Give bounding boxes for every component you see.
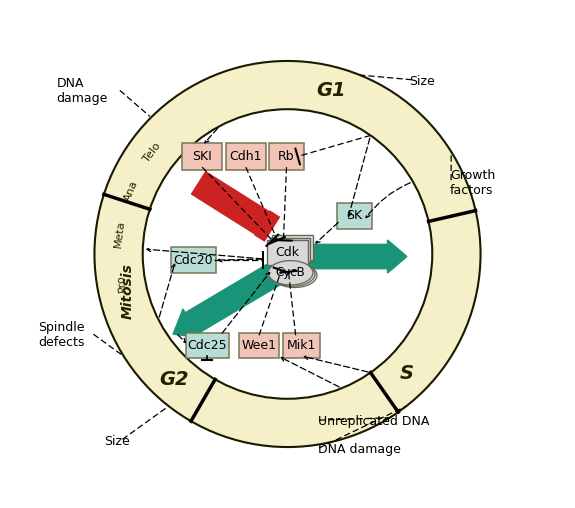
FancyArrow shape: [308, 240, 407, 273]
Text: Meta: Meta: [113, 219, 126, 248]
FancyBboxPatch shape: [239, 333, 279, 358]
Ellipse shape: [268, 261, 313, 285]
Text: Telo: Telo: [142, 141, 163, 164]
Text: Wee1: Wee1: [242, 339, 277, 352]
Circle shape: [94, 61, 481, 447]
Text: G2: G2: [160, 370, 189, 389]
Text: Pro: Pro: [114, 274, 128, 293]
FancyArrow shape: [173, 263, 281, 337]
FancyBboxPatch shape: [186, 333, 229, 358]
Text: Growth
factors: Growth factors: [450, 169, 495, 197]
Text: S: S: [400, 364, 414, 383]
Circle shape: [143, 109, 432, 399]
FancyArrow shape: [191, 172, 274, 237]
Text: Cdk: Cdk: [275, 246, 300, 259]
FancyBboxPatch shape: [337, 203, 373, 229]
FancyBboxPatch shape: [171, 247, 216, 273]
Text: Mitosis: Mitosis: [121, 263, 135, 319]
Text: SKI: SKI: [192, 150, 212, 163]
FancyBboxPatch shape: [226, 143, 266, 170]
Text: Mik1: Mik1: [287, 339, 316, 352]
Text: Cdc25: Cdc25: [187, 339, 227, 352]
Text: Cdh1: Cdh1: [229, 150, 262, 163]
FancyBboxPatch shape: [270, 238, 311, 262]
Text: Unreplicated DNA: Unreplicated DNA: [318, 415, 430, 428]
FancyBboxPatch shape: [182, 143, 222, 170]
Text: DNA
damage: DNA damage: [56, 77, 108, 106]
Ellipse shape: [270, 262, 315, 287]
Text: Spindle
defects: Spindle defects: [39, 321, 85, 350]
Text: Size: Size: [409, 75, 435, 88]
Text: G1: G1: [316, 81, 346, 101]
Text: Ana: Ana: [122, 179, 140, 203]
FancyBboxPatch shape: [272, 235, 313, 260]
Ellipse shape: [272, 263, 317, 288]
FancyBboxPatch shape: [267, 240, 308, 265]
Text: Cdc20: Cdc20: [174, 253, 213, 267]
Text: Rb: Rb: [278, 150, 295, 163]
Text: DNA damage: DNA damage: [318, 443, 401, 456]
Text: CycB: CycB: [275, 266, 305, 279]
FancyBboxPatch shape: [269, 143, 304, 170]
Text: Size: Size: [105, 435, 131, 449]
Text: SK: SK: [347, 209, 363, 223]
FancyBboxPatch shape: [283, 333, 320, 358]
